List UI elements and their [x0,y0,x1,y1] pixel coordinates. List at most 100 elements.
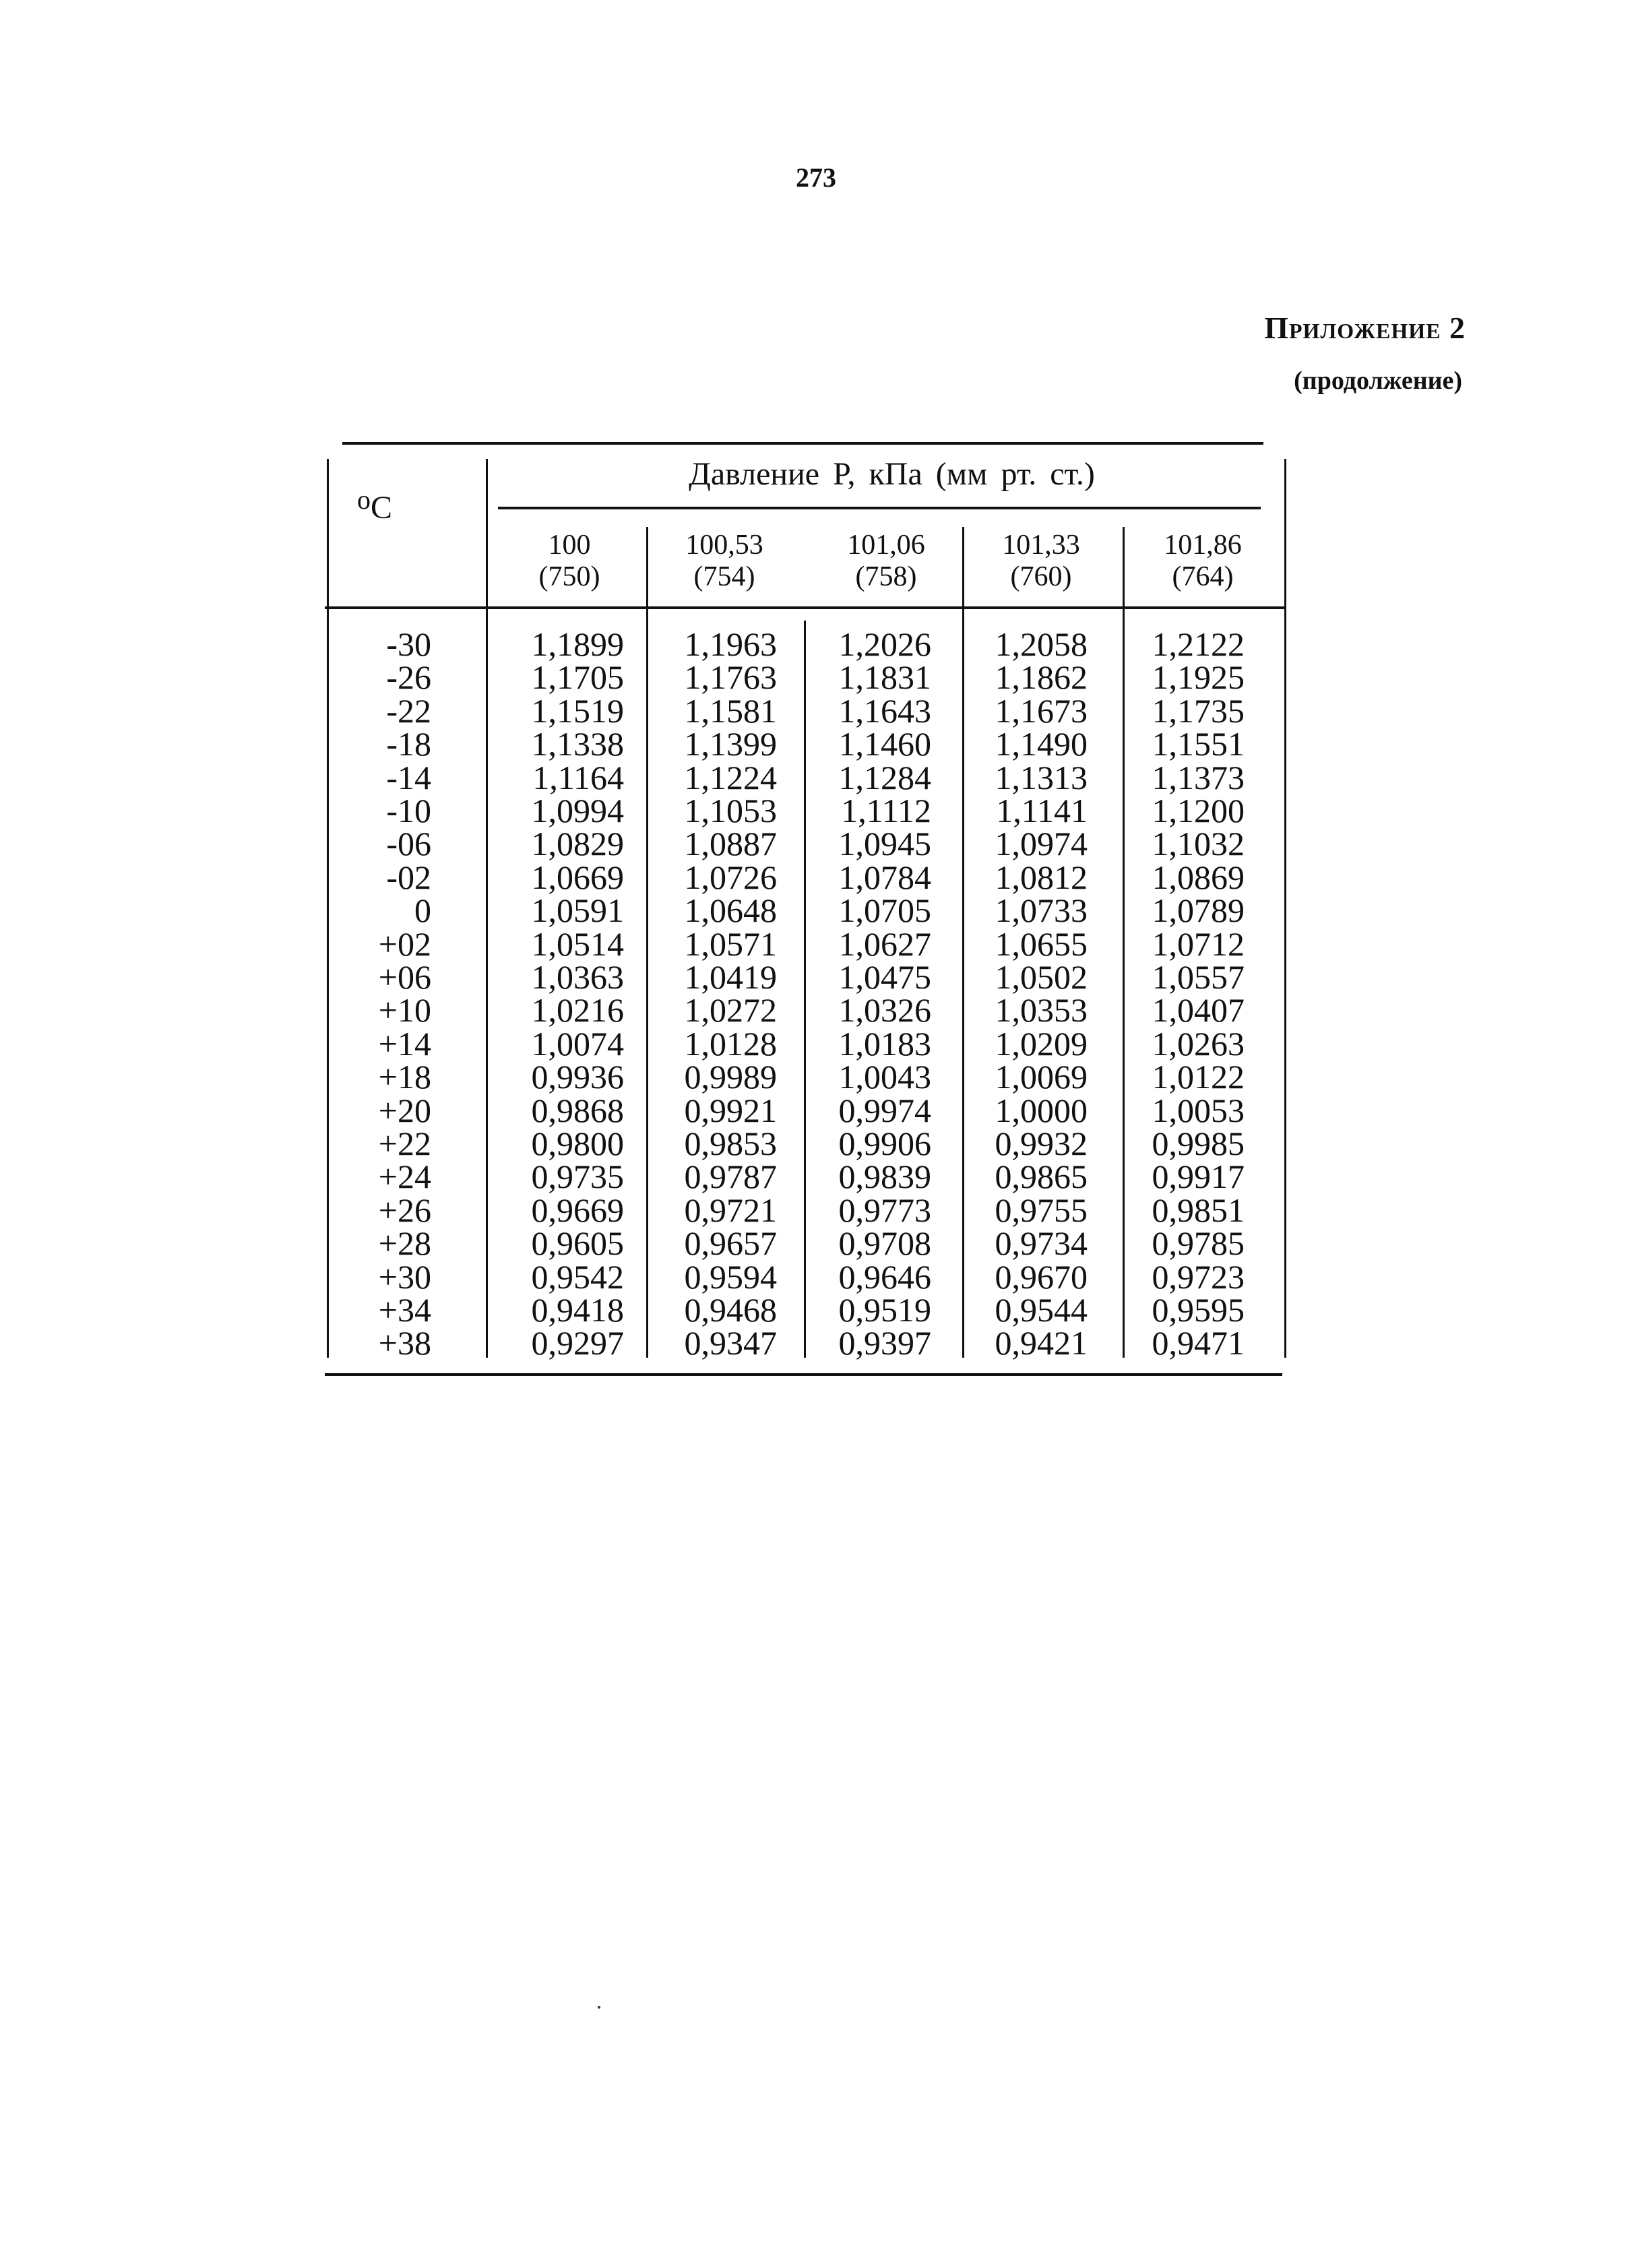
density-value-cell: 0,9917 [1152,1158,1245,1196]
density-value-cell: 1,1899 [531,625,625,663]
density-value-cell: 1,1141 [996,792,1088,829]
density-value-cell: 0,9708 [838,1224,932,1263]
density-value-cell: 0,9865 [995,1158,1088,1196]
pressure-mmhg: (760) [1010,561,1072,592]
density-value-cell: 0,9723 [1152,1257,1245,1296]
pressure-column-header: 101,86 (764) [1129,530,1277,593]
subcolumn-divider [962,527,964,1358]
appendix-subtitle: (продолжение) [1294,367,1462,395]
pressure-column-header: 101,06 (758) [812,530,960,593]
table-top-rule [342,442,1263,445]
density-value-cell: 0,9347 [684,1324,778,1362]
density-value-cell: 0,9851 [1152,1191,1245,1229]
density-value-cell: 0,9605 [531,1224,625,1263]
appendix-title: Приложение 2 [1264,311,1466,345]
density-value-cell: 1,0712 [1152,924,1245,963]
density-value-cell: 1,1373 [1152,758,1245,796]
density-value-cell: 1,0945 [838,825,932,863]
degree-sign: o [357,484,371,515]
density-value-cell: 0,9787 [684,1158,778,1196]
density-value-cell: 1,1862 [995,658,1088,697]
temperature-cell: +06 [378,958,431,996]
density-value-cell: 0,9906 [838,1125,932,1162]
density-value-cell: 1,1112 [841,792,931,829]
density-value-cell: 0,9868 [531,1091,625,1129]
density-value-cell: 1,0514 [531,924,625,963]
subcolumn-divider [646,527,648,1358]
density-value-cell: 1,0043 [838,1058,932,1096]
density-value-cell: 1,0829 [531,825,625,863]
density-value-cell: 1,0655 [995,924,1088,963]
stray-mark [598,2006,600,2009]
density-value-cell: 0,9785 [1152,1224,1245,1263]
density-value-cell: 0,9853 [684,1125,778,1162]
density-value-cell: 0,9669 [531,1191,625,1229]
density-value-cell: 0,9594 [684,1257,778,1296]
density-value-cell: 0,9519 [838,1291,932,1329]
temperature-cell: +30 [378,1257,431,1296]
pressure-kpa: 100 [548,530,591,561]
density-value-cell: 1,1581 [684,691,778,730]
density-value-cell: 0,9800 [531,1125,625,1162]
temperature-cell: -22 [386,691,431,730]
temperature-cell: +38 [378,1324,431,1362]
density-value-cell: 1,0263 [1152,1024,1245,1063]
density-value-cell: 1,0419 [684,958,778,996]
density-value-cell: 1,1313 [995,758,1088,796]
density-value-cell: 0,9544 [995,1291,1088,1329]
density-value-cell: 1,0363 [531,958,625,996]
pressure-mmhg: (758) [855,561,917,592]
density-value-cell: 0,9657 [684,1224,778,1263]
header-bottom-rule [325,606,1286,609]
density-value-cell: 1,0128 [684,1024,778,1063]
density-value-cell: 1,0000 [995,1091,1088,1129]
density-value-cell: 1,0557 [1152,958,1245,996]
density-value-cell: 0,9670 [995,1257,1088,1296]
temperature-cell: -18 [386,725,431,763]
group-header-rule [498,507,1261,509]
pressure-column-header: 100 (750) [495,530,644,593]
density-value-cell: 1,0784 [838,858,932,896]
density-value-cell: 0,9839 [838,1158,932,1196]
density-value-cell: 1,0216 [531,991,625,1030]
density-value-cell: 1,1963 [684,625,778,663]
density-value-cell: 1,1224 [684,758,778,796]
density-value-cell: 1,0627 [838,924,932,963]
density-value-cell: 1,0353 [995,991,1088,1030]
density-value-cell: 1,1551 [1152,725,1245,763]
temperature-cell: -02 [386,858,431,896]
density-value-cell: 1,0053 [1152,1091,1245,1129]
density-value-cell: 1,0272 [684,991,778,1030]
density-value-cell: 0,9468 [684,1291,778,1329]
density-value-cell: 0,9721 [684,1191,778,1229]
temperature-cell: +14 [378,1024,431,1063]
page-number: 273 [796,162,836,193]
density-value-cell: 1,1164 [532,758,624,796]
density-value-cell: 1,0887 [684,825,778,863]
density-value-cell: 1,0069 [995,1058,1088,1096]
density-value-cell: 0,9421 [995,1324,1088,1362]
pressure-mmhg: (754) [693,561,755,592]
density-value-cell: 1,0812 [995,858,1088,896]
density-value-cell: 1,1053 [684,792,778,829]
density-value-cell: 1,0733 [995,891,1088,930]
temperature-cell: +10 [378,991,431,1030]
pressure-mmhg: (764) [1172,561,1234,592]
pressure-kpa: 101,33 [1002,530,1080,561]
density-value-cell: 0,9646 [838,1257,932,1296]
density-value-cell: 0,9932 [995,1125,1088,1162]
temperature-cell: +24 [378,1158,431,1196]
density-value-cell: 1,0571 [684,924,778,963]
density-value-cell: 1,0789 [1152,891,1245,930]
pressure-group-header: Давление P, кПа (мм рт. ст.) [689,456,1095,492]
pressure-kpa: 100,53 [685,530,763,561]
density-value-cell: 1,0502 [995,958,1088,996]
pressure-column-header: 100,53 (754) [650,530,798,593]
temperature-cell: +02 [378,924,431,963]
density-value-cell: 0,9936 [531,1058,625,1096]
density-value-cell: 1,2058 [995,625,1088,663]
density-value-cell: 1,0209 [995,1024,1088,1063]
temperature-cell: +28 [378,1224,431,1263]
density-value-cell: 1,0591 [531,891,625,930]
temperature-cell: +34 [378,1291,431,1329]
